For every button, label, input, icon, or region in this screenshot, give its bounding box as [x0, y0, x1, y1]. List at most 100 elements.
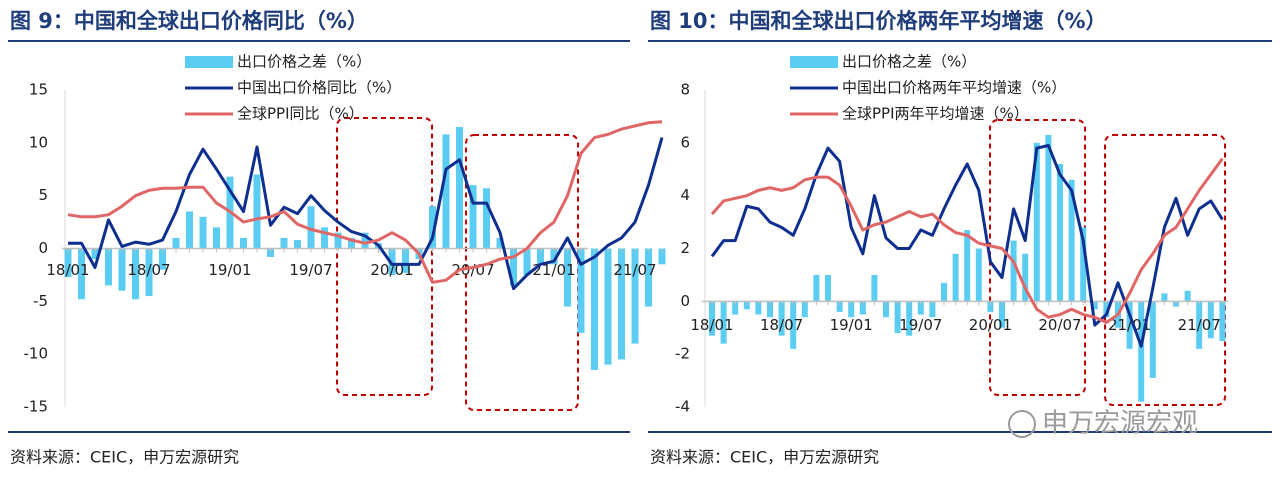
bar [618, 248, 625, 360]
bar [801, 301, 808, 318]
bar [1149, 301, 1156, 378]
bar [1057, 163, 1063, 302]
bar [825, 274, 831, 302]
chart-title: 图 10：中国和全球出口价格两年平均增速（%） [650, 9, 1107, 33]
bar [442, 134, 450, 249]
y-tick-label: 0 [38, 239, 48, 257]
x-tick-label: 21/01 [532, 261, 575, 279]
legend-label: 出口价格之差（%） [237, 53, 371, 71]
bar [429, 206, 436, 249]
bar [1161, 293, 1168, 302]
y-tick-label: 4 [680, 186, 690, 204]
line [67, 120, 663, 284]
bar [604, 248, 612, 365]
chart-title: 图 9：中国和全球出口价格同比（%） [10, 9, 368, 33]
bar [334, 232, 342, 249]
y-tick-label: 6 [680, 133, 690, 151]
x-tick-label: 18/07 [760, 316, 803, 334]
bar [213, 227, 220, 249]
bar [307, 206, 315, 249]
bar [172, 237, 180, 249]
bar [402, 248, 409, 273]
bar [1219, 301, 1226, 341]
x-tick-label: 21/07 [1178, 316, 1221, 334]
x-tick-label: 21/01 [1108, 316, 1151, 334]
bar [105, 248, 112, 286]
x-tick-label: 18/07 [127, 261, 170, 279]
bar [999, 301, 1005, 328]
bar [658, 248, 666, 265]
bar [836, 301, 843, 312]
x-tick-label: 19/01 [208, 261, 251, 279]
x-tick-label: 20/01 [969, 316, 1012, 334]
bar [145, 248, 153, 297]
bar [1184, 290, 1191, 302]
legend-label: 全球PPI两年平均增速（%） [842, 105, 1029, 123]
bar [952, 253, 959, 302]
highlight-box [1104, 134, 1226, 406]
y-tick-label: -10 [24, 345, 49, 363]
bar [767, 301, 773, 318]
source: 资料来源：CEIC，申万宏源研究 [10, 448, 239, 467]
bar [523, 248, 531, 275]
bar [564, 248, 571, 307]
legend-label: 出口价格之差（%） [842, 53, 976, 71]
y-tick-label: 15 [29, 81, 48, 99]
highlight-box [336, 117, 433, 396]
bar [859, 301, 866, 315]
x-tick-label: 19/07 [899, 316, 942, 334]
bar [550, 248, 558, 265]
bar [1010, 240, 1017, 302]
bar [1126, 301, 1133, 349]
bar [159, 248, 166, 270]
bar [894, 301, 901, 334]
y-tick-label: 10 [29, 133, 48, 151]
bar [199, 216, 207, 249]
y-tick-label: -4 [675, 398, 690, 416]
x-tick-label: 18/01 [46, 261, 89, 279]
legend-label: 中国出口价格同比（%） [237, 79, 401, 97]
bar [537, 248, 544, 265]
watermark-icon [1008, 410, 1036, 438]
y-tick-label: -15 [24, 398, 49, 416]
bar [790, 301, 797, 349]
bar [1138, 301, 1145, 402]
bar [1207, 301, 1214, 339]
bar [906, 301, 913, 336]
line [68, 137, 664, 291]
bar [929, 301, 936, 318]
bar [987, 301, 994, 312]
bar [118, 248, 126, 291]
bar [78, 248, 85, 300]
bar [645, 248, 652, 307]
bar [294, 240, 301, 249]
bar [720, 301, 727, 344]
bar [755, 301, 762, 315]
bar [321, 227, 328, 249]
bar [964, 230, 971, 302]
bar [1196, 301, 1203, 349]
bar [388, 248, 396, 275]
bar [91, 248, 99, 260]
y-tick-label: 8 [680, 81, 690, 99]
bar [848, 301, 855, 318]
y-tick-label: 5 [38, 186, 48, 204]
bar [941, 282, 947, 302]
bar [1045, 134, 1052, 302]
line [710, 143, 1224, 348]
bar [591, 248, 598, 371]
bar [1103, 301, 1110, 318]
bar [883, 301, 889, 318]
bar [361, 232, 369, 249]
legend-key [185, 56, 233, 68]
bar [496, 237, 504, 249]
bar [1080, 227, 1087, 302]
bar [871, 274, 878, 302]
watermark: 申万宏源宏观 [1042, 409, 1198, 439]
x-tick-label: 19/01 [830, 316, 873, 334]
y-tick-label: -5 [33, 292, 48, 310]
bar [456, 126, 463, 249]
y-tick-label: 2 [680, 239, 690, 257]
legend-label: 中国出口价格两年平均增速（%） [842, 79, 1066, 97]
